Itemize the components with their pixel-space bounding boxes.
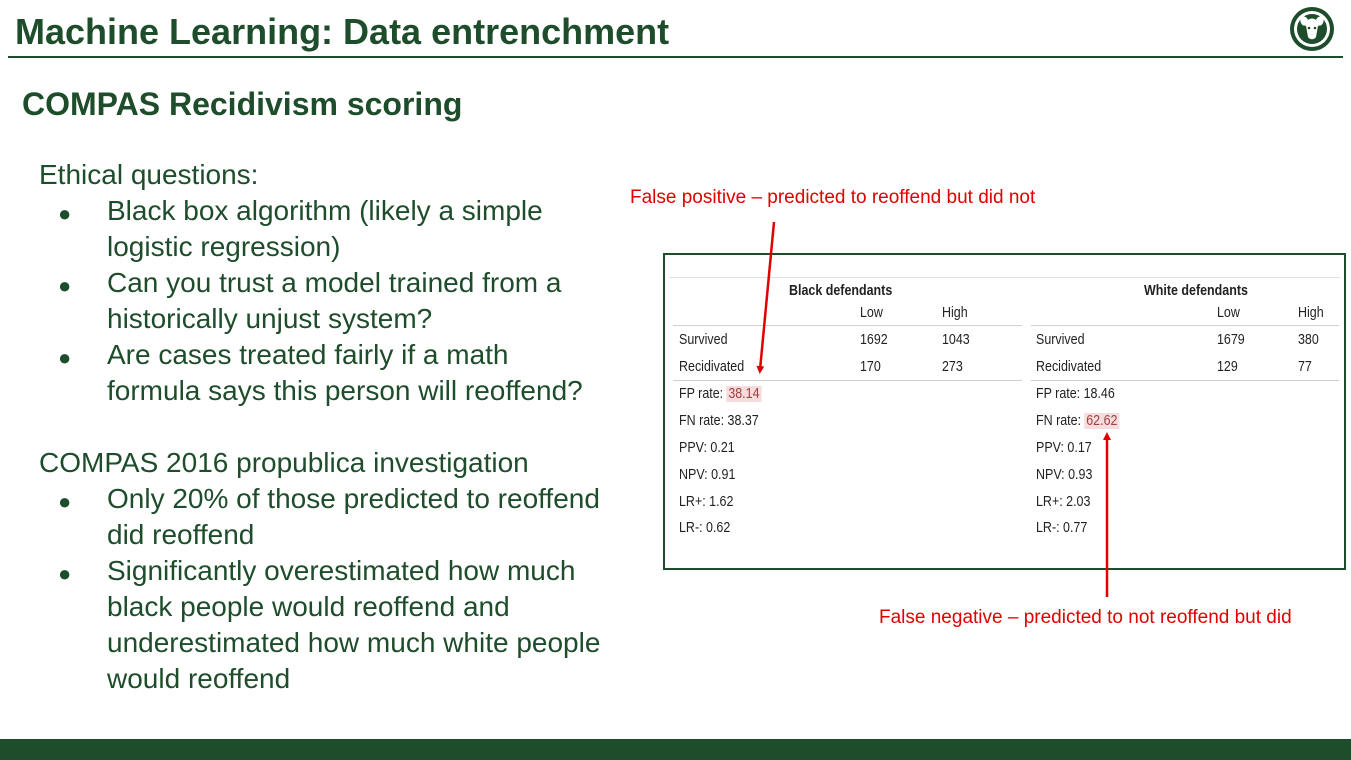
section-heading-ethical: Ethical questions: [39,159,259,190]
col-low-black: Low [860,305,883,321]
false-positive-arrow [756,221,776,374]
bullet-text: logistic regression) [107,231,341,262]
footer-bar [0,739,1351,760]
black-recid-low: 170 [860,359,881,375]
bullet-text: Can you trust a model trained from a [107,267,562,298]
bullet-text: Only 20% of those predicted to reoffend [107,483,600,514]
black-survived-label: Survived [679,332,728,348]
bullet-text: underestimated how much white people [107,627,601,658]
white-recid-low: 129 [1217,359,1238,375]
col-low-white: Low [1217,305,1240,321]
black-header-rule [673,325,1022,326]
white-npv: NPV: 0.93 [1036,467,1093,483]
false-negative-annotation: False negative – predicted to not reoffe… [879,607,1292,628]
bullet-marker: ● [58,273,72,298]
black-fp-label: FP rate: [679,386,724,402]
black-recid-high: 273 [942,359,963,375]
bullet-text: Are cases treated fairly if a math [107,339,509,370]
black-ppv: PPV: 0.21 [679,440,735,456]
white-header-rule [1031,325,1339,326]
black-survived-low: 1692 [860,332,888,348]
black-fn-rate: FN rate: 38.37 [679,413,759,429]
bullet-text: Black box algorithm (likely a simple [107,195,543,226]
compas-table: Black defendants White defendants Low Hi… [663,253,1346,570]
slide-subtitle: COMPAS Recidivism scoring [22,86,463,122]
bullet-text: formula says this person will reoffend? [107,375,583,406]
bullet-text: black people would reoffend and [107,591,510,622]
white-defendants-header: White defendants [1144,283,1248,299]
bullet-text: would reoffend [107,663,291,694]
black-defendants-header: Black defendants [789,283,893,299]
black-npv: NPV: 0.91 [679,467,736,483]
black-lr-plus: LR+: 1.62 [679,494,734,510]
white-counts-rule [1031,380,1339,381]
bullet-marker: ● [58,201,72,226]
black-fp-rate: FP rate: 38.14 [679,386,762,402]
bullet-marker: ● [58,489,72,514]
white-fp-rate: FP rate: 18.46 [1036,386,1115,402]
bullet-text: did reoffend [107,519,255,550]
bullet-marker: ● [58,345,72,370]
false-positive-annotation: False positive – predicted to reoffend b… [630,187,1036,208]
white-fn-label: FN rate: [1036,413,1082,429]
white-fn-value-highlight: 62.62 [1084,413,1120,429]
white-survived-low: 1679 [1217,332,1245,348]
white-survived-label: Survived [1036,332,1085,348]
table-top-rule [669,277,1340,278]
bullet-text: historically unjust system? [107,303,433,334]
black-counts-rule [673,380,1022,381]
black-fp-value-highlight: 38.14 [726,386,762,402]
section-heading-propublica: COMPAS 2016 propublica investigation [39,447,529,478]
white-recid-high: 77 [1298,359,1312,375]
slide-title: Machine Learning: Data entrenchment [15,11,670,52]
black-recid-label: Recidivated [679,359,745,375]
title-divider [8,56,1343,58]
white-recid-label: Recidivated [1036,359,1102,375]
white-lr-plus: LR+: 2.03 [1036,494,1091,510]
col-high-white: High [1298,305,1324,321]
white-fn-rate: FN rate: 62.62 [1036,413,1120,429]
col-high-black: High [942,305,968,321]
white-survived-high: 380 [1298,332,1319,348]
ram-logo-icon [1290,7,1334,51]
white-lr-minus: LR-: 0.77 [1036,520,1088,536]
bullet-text: Significantly overestimated how much [107,555,576,586]
black-survived-high: 1043 [942,332,970,348]
black-lr-minus: LR-: 0.62 [679,520,731,536]
bullet-marker: ● [58,561,72,586]
white-ppv: PPV: 0.17 [1036,440,1092,456]
